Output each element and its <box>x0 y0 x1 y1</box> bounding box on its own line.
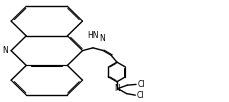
Text: HN: HN <box>87 31 98 40</box>
Text: Cl: Cl <box>137 80 144 89</box>
Text: Cl: Cl <box>136 91 143 100</box>
Text: N: N <box>2 46 8 55</box>
Text: N: N <box>114 84 119 93</box>
Text: N: N <box>99 34 105 43</box>
